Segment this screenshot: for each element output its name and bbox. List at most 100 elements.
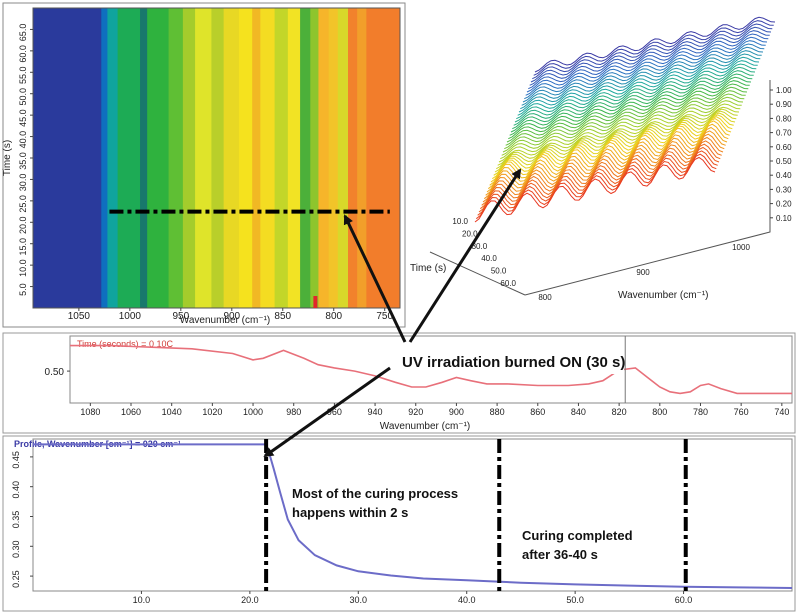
waterfall-wavenumber-ticks: 800 900 1000: [538, 243, 750, 302]
waterfall-axes-left: [429, 251, 526, 296]
heatmap-x-tick-label: 1000: [119, 311, 142, 322]
spectrum-x-ticks: 1080 1060 1040 1020 1000 980 960 940 920 900 880 86…: [80, 403, 789, 417]
heatmap-band: [366, 8, 401, 308]
profile-y-tick-label: 0.35: [11, 511, 21, 529]
spectrum-x-tick-label: 820: [612, 407, 627, 417]
profile-x-tick-label: 40.0: [458, 595, 476, 605]
profile-plot-frame: [32, 438, 793, 592]
waterfall-spectrum-curve: [492, 116, 733, 180]
waterfall-z-tick-label: 0.80: [776, 114, 792, 123]
waterfall-spectrum-curve: [482, 136, 724, 203]
spectrum-x-tick-label: 880: [490, 407, 505, 417]
heatmap-band: [195, 8, 212, 308]
waterfall-spectrum-curve: [529, 30, 770, 86]
heatmap-band: [310, 8, 319, 308]
heatmap-y-tick-label: 55.0: [18, 67, 28, 85]
waterfall-spectrum-curve: [512, 73, 753, 130]
spectrum-x-tick-label: 980: [286, 407, 301, 417]
heatmap-y-tick-label: 10.0: [18, 259, 28, 277]
heatmap-band: [328, 8, 339, 308]
heatmap-band: [33, 8, 102, 308]
waterfall-spectrum-curve: [477, 150, 718, 216]
profile-y-tick-label: 0.45: [11, 451, 21, 469]
waterfall-spectrum-curve: [530, 26, 772, 83]
arrow-to-profile: [263, 366, 391, 458]
heatmap-y-tick-label: 65.0: [18, 24, 28, 42]
profile-y-ticks: 0.25 0.30 0.35 0.40 0.45: [11, 451, 33, 588]
profile-x-ticks: 10.0 20.0 30.0 40.0 50.0 60.0: [133, 591, 692, 605]
heatmap-band: [287, 8, 301, 308]
waterfall-spectrum-curve: [490, 118, 732, 183]
spectrum-x-tick-label: 840: [571, 407, 586, 417]
waterfall-time-tick-label: 20.0: [462, 229, 478, 238]
waterfall-time-tick-label: 40.0: [481, 254, 497, 263]
spectrum-plot-frame: [69, 335, 793, 404]
waterfall-z-tick-label: 0.10: [776, 214, 792, 223]
waterfall-spectrum-curve: [475, 153, 717, 220]
heatmap-band: [147, 8, 170, 308]
waterfall-spectrum-curve: [514, 66, 756, 123]
waterfall-spectrum-curve: [474, 156, 716, 223]
waterfall-wavenumber-label: Wavenumber (cm⁻¹): [618, 290, 708, 301]
waterfall-spectrum-curve: [526, 36, 768, 93]
heatmap-x-label: Wavenumber (cm⁻¹): [180, 315, 270, 326]
spectrum-y-tick-label: 0.50: [45, 367, 65, 378]
profile-y-tick-label: 0.40: [11, 481, 21, 499]
heatmap-band: [182, 8, 196, 308]
waterfall-spectrum-curve: [532, 23, 773, 80]
annotations: UV irradiation burned ON (30 s) Most of …: [263, 168, 633, 562]
heatmap-band: [274, 8, 289, 308]
waterfall-wavenumber-tick-label: 900: [636, 268, 650, 277]
heatmap-y-tick-label: 50.0: [18, 88, 28, 106]
profile-y-tick-label: 0.25: [11, 570, 21, 588]
heatmap-y-tick-label: 25.0: [18, 195, 28, 213]
curing-fast-annotation-line2: happens within 2 s: [292, 505, 408, 520]
spectrum-x-tick-label: 1060: [121, 407, 141, 417]
spectrum-x-tick-label: 1020: [202, 407, 222, 417]
spectrum-x-tick-label: 900: [449, 407, 464, 417]
waterfall-spectrum-curve: [521, 50, 762, 106]
heatmap-y-tick-label: 60.0: [18, 45, 28, 63]
spectrum-y-ticks: 0.50: [45, 367, 70, 378]
waterfall-spectrum-curve: [508, 83, 749, 140]
waterfall-z-tick-label: 0.50: [776, 157, 792, 166]
waterfall-spectrum-curve: [528, 33, 769, 90]
waterfall-spectrum-curve: [498, 106, 740, 163]
waterfall-panel: 0.10 0.20 0.30 0.40 0.50 0.60 0.70 0.80 0.90 1.00…: [410, 16, 792, 302]
waterfall-curves: [474, 16, 776, 223]
spectrum-x-tick-label: 1000: [243, 407, 263, 417]
waterfall-spectrum-curve: [524, 43, 765, 100]
waterfall-spectrum-curve: [486, 126, 728, 193]
heatmap-x-tick-label: 1050: [68, 311, 91, 322]
waterfall-z-tick-label: 0.90: [776, 100, 792, 109]
waterfall-spectrum-curve: [493, 114, 734, 176]
waterfall-spectrum-curve: [496, 110, 737, 170]
profile-x-tick-label: 20.0: [241, 595, 259, 605]
uv-annotation: UV irradiation burned ON (30 s): [402, 354, 625, 371]
waterfall-time-tick-label: 50.0: [491, 267, 507, 276]
spectrum-x-tick-label: 740: [774, 407, 789, 417]
heatmap-panel: 5.0 10.0 15.0 20.0 25.0 30.0 35.0 40.0 45.0 50.0 5…: [2, 2, 406, 328]
waterfall-spectrum-curve: [502, 96, 744, 153]
heatmap-band: [238, 8, 253, 308]
waterfall-spectrum-curve: [513, 70, 754, 126]
uv-label-box: [396, 348, 624, 374]
heatmap-band: [211, 8, 225, 308]
heatmap-band: [318, 8, 330, 308]
waterfall-spectrum-curve: [518, 56, 760, 113]
arrow-to-waterfall: [408, 168, 522, 343]
waterfall-z-tick-label: 0.40: [776, 171, 792, 180]
waterfall-spectrum-curve: [517, 60, 758, 116]
waterfall-spectrum-curve: [501, 100, 742, 156]
heatmap-x-tick-label: 750: [376, 311, 393, 322]
heatmap-x-tick-label: 950: [172, 311, 189, 322]
waterfall-wavenumber-tick-label: 1000: [732, 243, 750, 252]
waterfall-spectrum-curve: [487, 123, 729, 190]
waterfall-wavenumber-tick-label: 800: [538, 293, 552, 302]
waterfall-spectrum-curve: [520, 53, 761, 110]
spectrum-legend: Time (seconds) = 0 10C: [77, 339, 173, 349]
heatmap-band: [101, 8, 108, 308]
heatmap-band: [300, 8, 311, 308]
curing-done-annotation-line1: Curing completed: [522, 528, 633, 543]
